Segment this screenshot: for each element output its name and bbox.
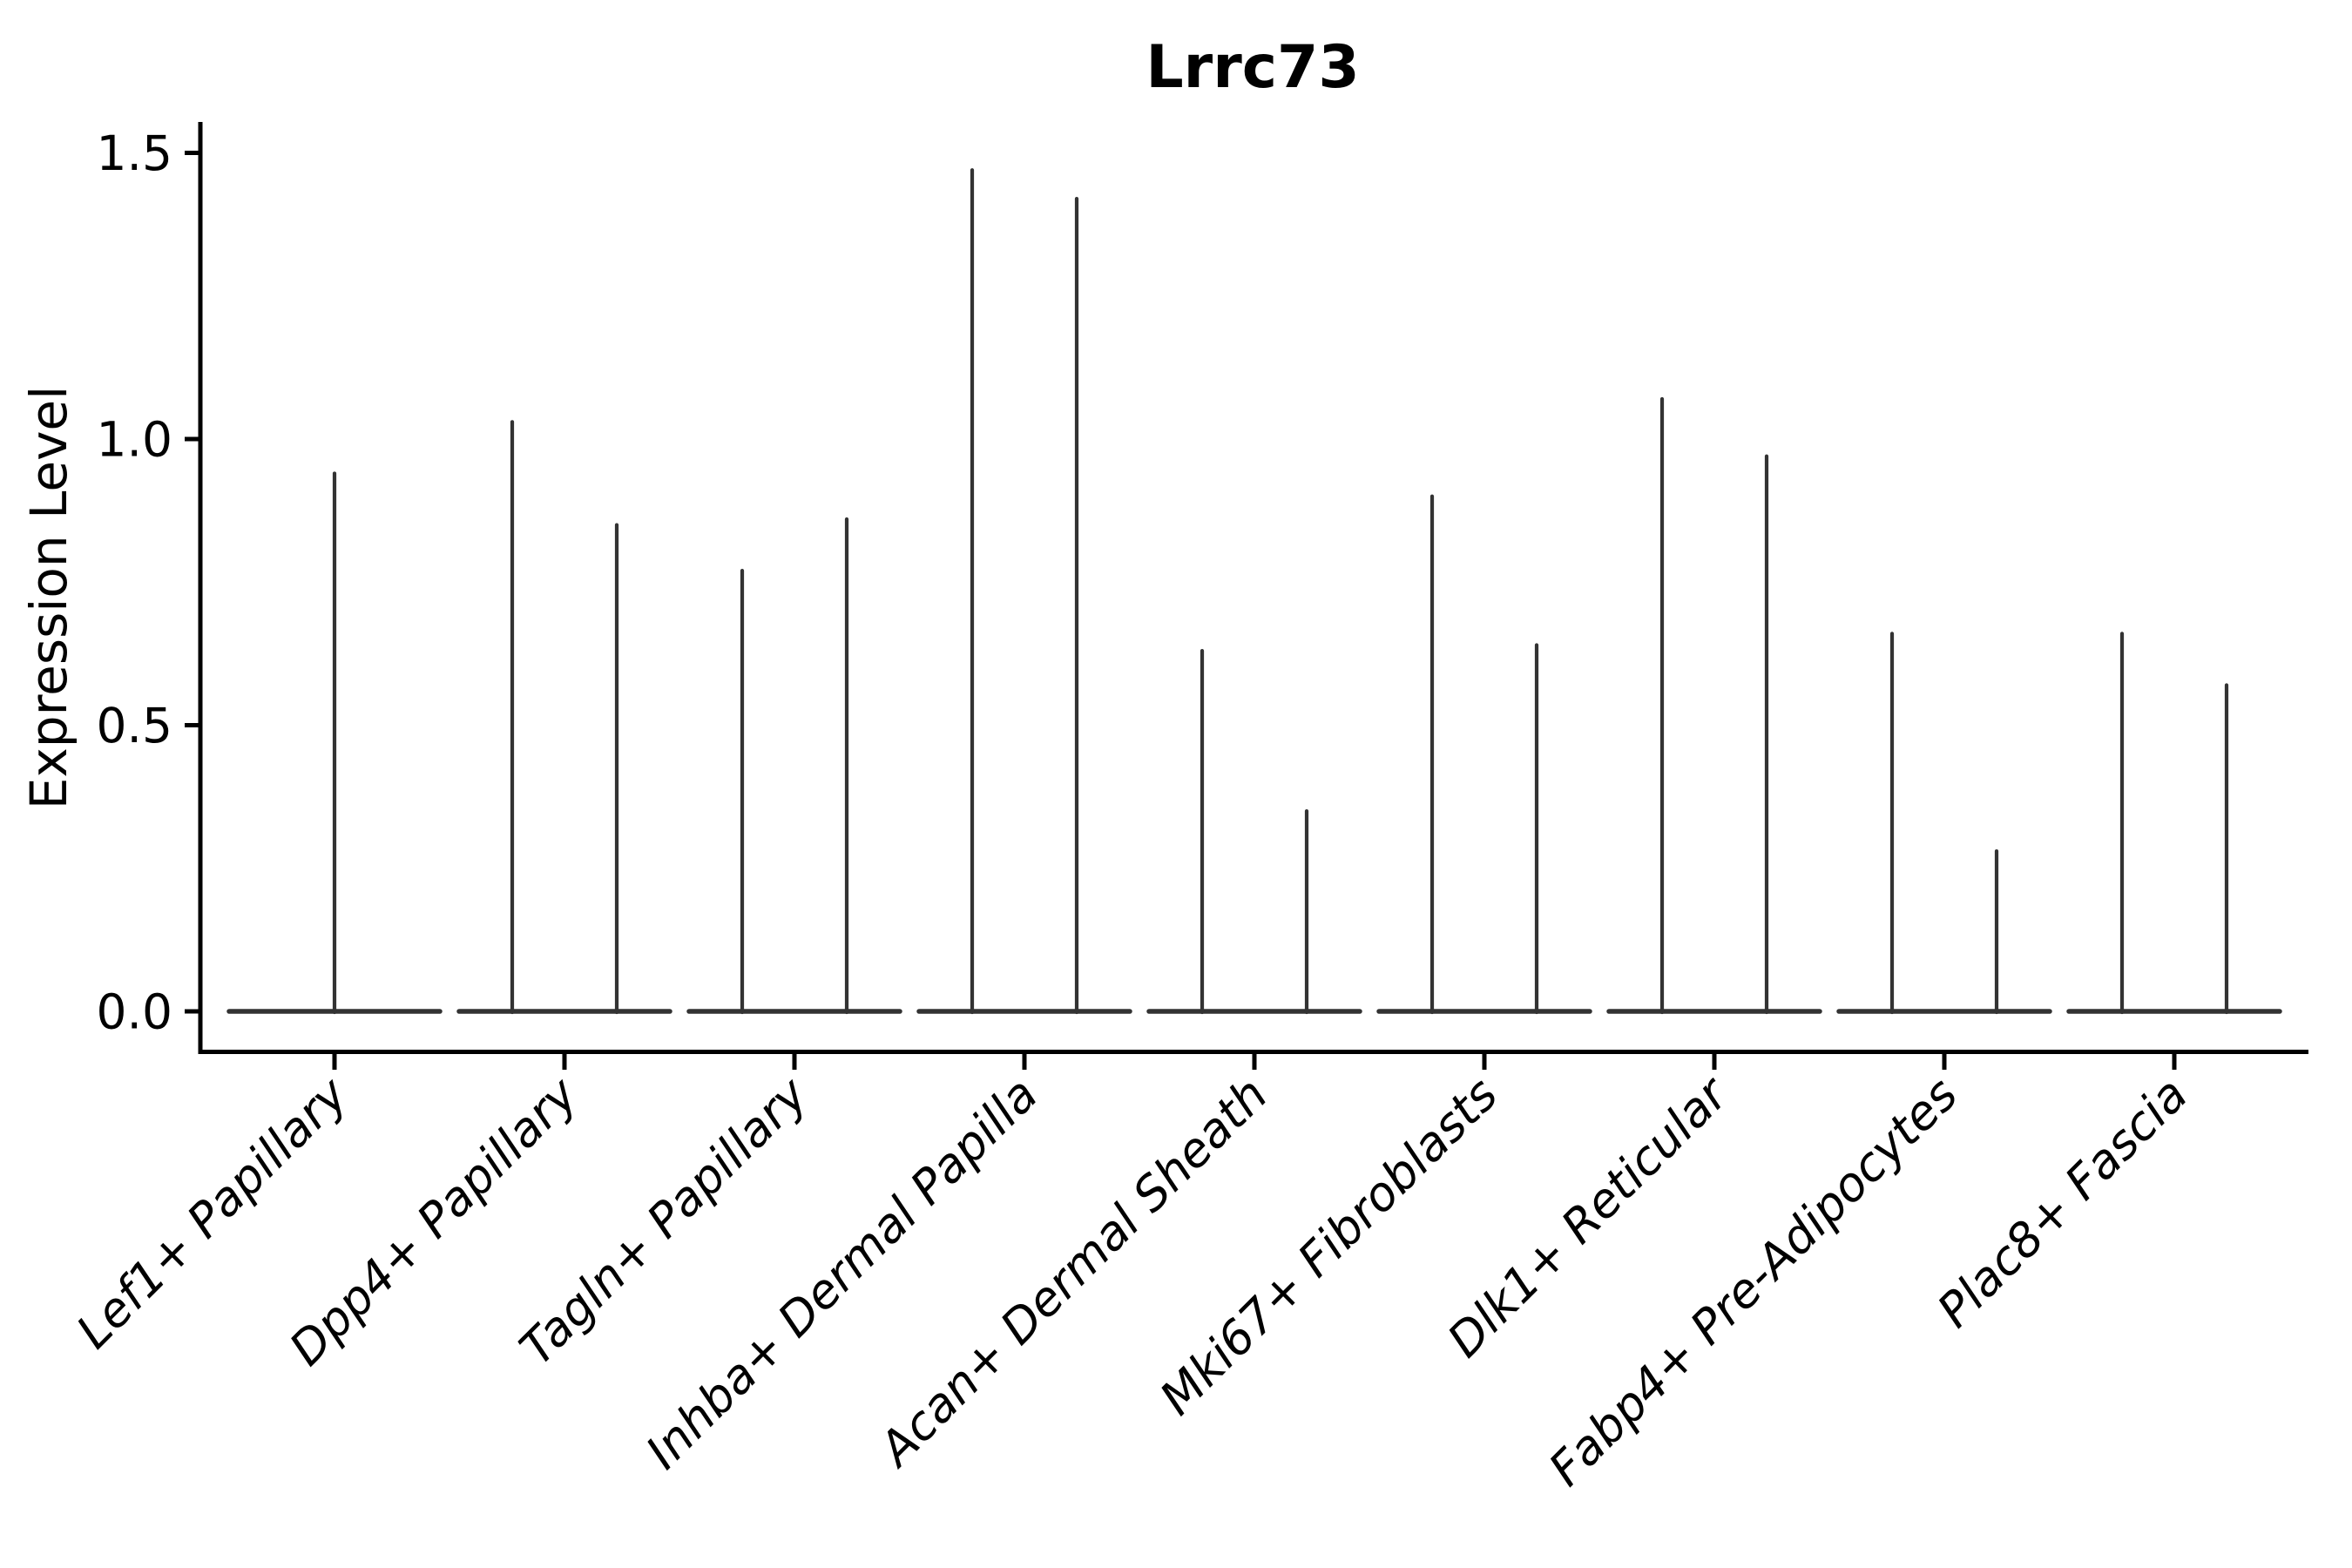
violin-category-group	[226, 471, 443, 1015]
violin-category-group	[1836, 632, 2052, 1015]
chart-title: Lrrc73	[1146, 33, 1359, 102]
y-tick-labels-group: 0.0 0.5 1.0 1.5	[97, 125, 172, 1040]
violin-category-group	[686, 517, 902, 1015]
y-tick-label: 1.5	[97, 125, 172, 181]
violin-category-group	[916, 168, 1132, 1015]
violin-category-group	[1606, 396, 1822, 1015]
y-tick-label: 1.0	[97, 411, 172, 467]
violin-category-group	[1376, 494, 1592, 1015]
y-axis-label: Expression Level	[19, 386, 78, 809]
x-tick-label: Fabp4+ Pre-Adipocytes	[1538, 1067, 1968, 1497]
x-tick-label: Plac8+ Fascia	[1927, 1067, 2198, 1338]
x-tick-label: Acan+ Dermal Sheath	[867, 1067, 1278, 1478]
x-tick-label: Inhba+ Dermal Papilla	[635, 1067, 1048, 1480]
violin-category-group	[1146, 648, 1362, 1015]
violins-group	[226, 168, 2282, 1015]
violin-category-group	[456, 420, 672, 1015]
violin-category-group	[2066, 632, 2282, 1015]
y-tick-label: 0.5	[97, 698, 172, 754]
axes-group	[185, 122, 2308, 1070]
y-tick-label: 0.0	[97, 983, 172, 1039]
